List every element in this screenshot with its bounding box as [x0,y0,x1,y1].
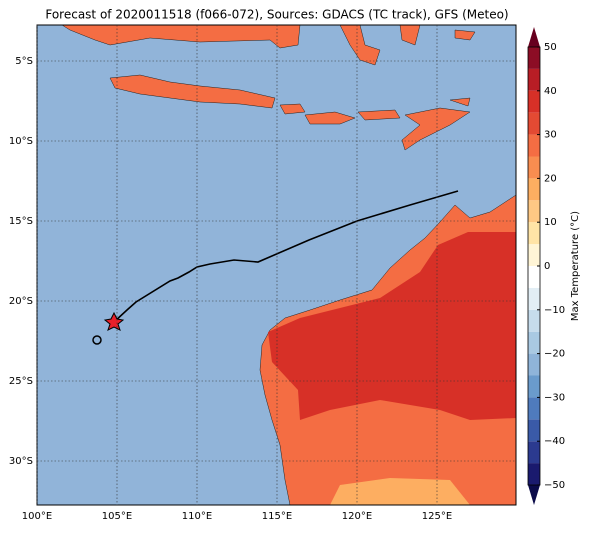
map-frame [36,24,517,506]
colorbar-tick-label: −20 [544,349,565,360]
lon-tick-label: 120°E [342,511,372,522]
lat-tick-label: 20°S [9,296,33,307]
colorbar-tick-label: −30 [544,392,565,403]
colorbar-tick-label: 50 [544,42,557,53]
map-title: Forecast of 2020011518 (f066-072), Sourc… [45,8,508,22]
sulawesi [339,25,476,66]
lat-tick-label: 25°S [9,376,33,387]
colorbar-band [528,68,540,91]
colorbar-tick-label: 10 [544,217,557,228]
colorbar-band [528,156,540,179]
colorbar-tick-label: 20 [544,173,557,184]
lat-tick-label: 15°S [9,216,33,227]
colorbar-tick-label: 0 [544,261,550,272]
colorbar-band [528,266,540,288]
colorbar-label: Max Temperature (°C) [570,211,581,321]
colorbar-extend [528,485,540,505]
lat-tick-label: 10°S [9,136,33,147]
colorbar-band [528,178,540,201]
colorbar-tick-label: −50 [544,480,565,491]
tc-position [103,311,125,331]
colorbar-band [528,200,540,223]
lon-tick-label: 105°E [102,511,132,522]
colorbar-band [528,375,540,398]
colorbar-tick-label: 30 [544,130,557,141]
colorbar-band [528,441,540,464]
colorbar-band [528,244,540,266]
colorbar-band [528,397,540,420]
colorbar-band [528,353,540,376]
colorbar-band [528,47,540,69]
colorbar-band [528,222,540,245]
colorbar-band [528,90,540,113]
map-area [37,25,516,505]
warm-region [330,478,470,505]
lon-tick-label: 100°E [22,511,52,522]
colorbar-band [528,419,540,442]
colorbar-band [528,463,540,485]
colorbar-tick-label: −10 [544,305,565,316]
lon-tick-label: 125°E [422,511,452,522]
lon-tick-label: 115°E [262,511,292,522]
tc-track [113,190,459,323]
colorbar: 50 40 30 20 10 0 −10 −20 −30 −40 −50 [527,27,565,505]
tc-origin [92,335,102,345]
colorbar-band [528,331,540,354]
java [109,74,276,109]
hot-region [268,232,516,420]
lat-tick-label: 30°S [9,456,33,467]
lesser-sunda [279,97,471,151]
colorbar-band [528,134,540,157]
colorbar-extend [528,27,540,47]
colorbar-tick-label: −40 [544,436,565,447]
sumatra-borneo [61,25,301,49]
lat-tick-label: 5°S [15,56,33,67]
colorbar-band [528,309,540,332]
colorbar-tick-label: 40 [544,86,557,97]
colorbar-band [528,287,540,310]
colorbar-band [528,112,540,135]
lon-tick-label: 110°E [182,511,212,522]
